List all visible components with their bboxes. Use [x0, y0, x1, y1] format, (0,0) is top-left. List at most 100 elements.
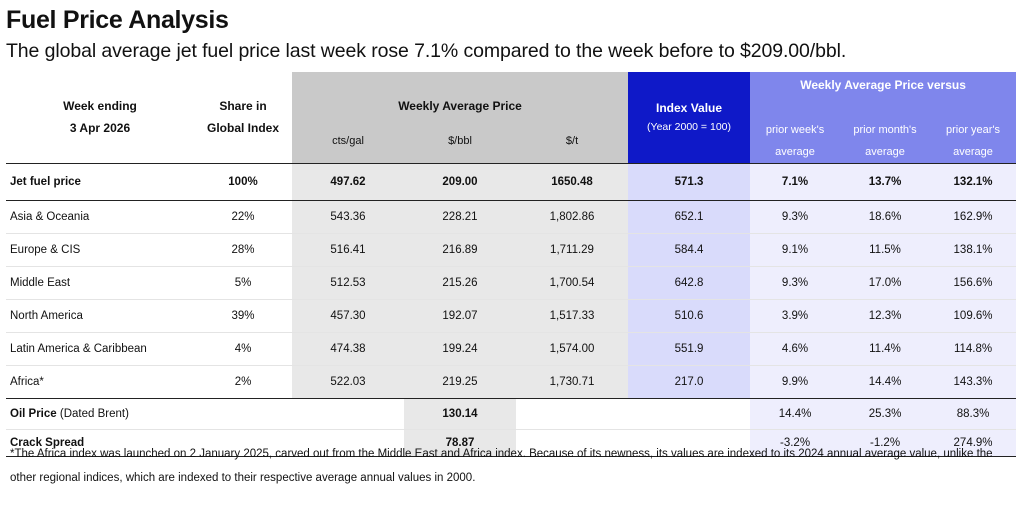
index-cell: 642.8	[628, 266, 751, 300]
t-cell: 1,802.86	[516, 200, 629, 234]
row-label: Latin America & Caribbean	[6, 332, 194, 366]
cts-gal-cell: 516.41	[292, 233, 404, 267]
prior-month-cell: 17.0%	[840, 266, 931, 300]
oil-price-row: Oil Price (Dated Brent) 130.14 14.4% 25.…	[6, 398, 1017, 430]
prior-week-header: prior week's average	[750, 119, 841, 164]
index-cell: 510.6	[628, 299, 751, 333]
row-label: Europe & CIS	[6, 233, 194, 267]
share-cell: 2%	[194, 365, 292, 399]
versus-header: Weekly Average Price versus	[750, 72, 1017, 119]
share-label-line1: Share in	[219, 99, 267, 113]
prior-week-cell: 9.1%	[750, 233, 841, 267]
row-label: Africa*	[6, 365, 194, 399]
prior-year-cell: 143.3%	[930, 365, 1017, 399]
prior-week-cell: 3.9%	[750, 299, 841, 333]
page-title: Fuel Price Analysis	[6, 6, 229, 34]
table-row: North America 39% 457.30 192.07 1,517.33…	[6, 299, 1017, 333]
header-row: Week ending Share in Weekly Average Pric…	[6, 72, 1017, 119]
prior-month-cell: 14.4%	[840, 365, 931, 399]
index-value-subheader: (Year 2000 = 100)	[628, 119, 751, 164]
prior-month-cell: 11.5%	[840, 233, 931, 267]
table-row: Middle East 5% 512.53 215.26 1,700.54 64…	[6, 266, 1017, 300]
bbl-cell: 209.00	[404, 163, 516, 201]
prior-year-header: prior year's average	[930, 119, 1017, 164]
prior-year-cell: 162.9%	[930, 200, 1017, 234]
week-ending-label: Week ending	[63, 99, 137, 113]
t-cell: 1,700.54	[516, 266, 629, 300]
index-cell: 217.0	[628, 365, 751, 399]
index-cell: 584.4	[628, 233, 751, 267]
bbl-cell: 215.26	[404, 266, 516, 300]
unit-cts-gal: cts/gal	[292, 119, 404, 164]
unit-t: $/t	[516, 119, 629, 164]
share-label-line2: Global Index	[206, 121, 279, 135]
header-row-2: 3 Apr 2026 Global Index cts/gal $/bbl $/…	[6, 119, 1017, 164]
page-subtitle: The global average jet fuel price last w…	[6, 40, 847, 62]
weekly-average-price-header: Weekly Average Price	[292, 72, 629, 119]
cts-gal-cell: 543.36	[292, 200, 404, 234]
share-cell: 100%	[194, 163, 292, 201]
cts-gal-cell: 457.30	[292, 299, 404, 333]
prior-year-cell: 156.6%	[930, 266, 1017, 300]
prior-week-cell: 7.1%	[750, 163, 841, 201]
table-row: Latin America & Caribbean 4% 474.38 199.…	[6, 332, 1017, 366]
t-cell: 1650.48	[516, 163, 629, 201]
prior-week-cell: 9.9%	[750, 365, 841, 399]
bbl-cell: 216.89	[404, 233, 516, 267]
table-row: Europe & CIS 28% 516.41 216.89 1,711.29 …	[6, 233, 1017, 267]
row-label: Crack Spread	[6, 429, 194, 457]
prior-month-cell: 25.3%	[840, 398, 931, 430]
table-row: Africa* 2% 522.03 219.25 1,730.71 217.0 …	[6, 365, 1017, 399]
prior-month-cell: 12.3%	[840, 299, 931, 333]
jet-fuel-row: Jet fuel price 100% 497.62 209.00 1650.4…	[6, 163, 1017, 201]
row-label: Middle East	[6, 266, 194, 300]
bbl-cell: 199.24	[404, 332, 516, 366]
cts-gal-cell: 497.62	[292, 163, 404, 201]
prior-week-cell: 4.6%	[750, 332, 841, 366]
row-label: Oil Price (Dated Brent)	[6, 398, 194, 430]
index-cell: 652.1	[628, 200, 751, 234]
prior-year-cell: 109.6%	[930, 299, 1017, 333]
prior-week-cell: 14.4%	[750, 398, 841, 430]
index-cell: 571.3	[628, 163, 751, 201]
prior-month-cell: 13.7%	[840, 163, 931, 201]
fuel-price-table: Week ending Share in Weekly Average Pric…	[6, 72, 1017, 457]
row-label: Asia & Oceania	[6, 200, 194, 234]
bbl-cell: 192.07	[404, 299, 516, 333]
bbl-cell: 228.21	[404, 200, 516, 234]
unit-bbl: $/bbl	[404, 119, 516, 164]
index-cell: 551.9	[628, 332, 751, 366]
index-value-header: Index Value	[628, 72, 751, 119]
bbl-cell: 78.87	[404, 429, 516, 457]
prior-week-cell: 9.3%	[750, 200, 841, 234]
t-cell: 1,574.00	[516, 332, 629, 366]
t-cell: 1,711.29	[516, 233, 629, 267]
table-row: Asia & Oceania 22% 543.36 228.21 1,802.8…	[6, 200, 1017, 234]
share-cell: 28%	[194, 233, 292, 267]
prior-month-cell: -1.2%	[840, 429, 931, 457]
t-cell: 1,730.71	[516, 365, 629, 399]
prior-month-header: prior month's average	[840, 119, 931, 164]
share-cell: 5%	[194, 266, 292, 300]
cts-gal-cell: 474.38	[292, 332, 404, 366]
crack-spread-row: Crack Spread 78.87 -3.2% -1.2% 274.9%	[6, 429, 1017, 457]
prior-week-cell: -3.2%	[750, 429, 841, 457]
bbl-cell: 130.14	[404, 398, 516, 430]
footnote: *The Africa index was launched on 2 Janu…	[10, 448, 993, 484]
prior-year-cell: 88.3%	[930, 398, 1017, 430]
t-cell: 1,517.33	[516, 299, 629, 333]
share-cell: 39%	[194, 299, 292, 333]
prior-year-cell: 132.1%	[930, 163, 1017, 201]
row-label: Jet fuel price	[6, 163, 194, 201]
prior-month-cell: 18.6%	[840, 200, 931, 234]
bbl-cell: 219.25	[404, 365, 516, 399]
cts-gal-cell: 522.03	[292, 365, 404, 399]
week-ending-date: 3 Apr 2026	[69, 121, 131, 135]
row-label: North America	[6, 299, 194, 333]
prior-year-cell: 114.8%	[930, 332, 1017, 366]
prior-year-cell: 274.9%	[930, 429, 1017, 457]
share-cell: 4%	[194, 332, 292, 366]
prior-month-cell: 11.4%	[840, 332, 931, 366]
cts-gal-cell: 512.53	[292, 266, 404, 300]
prior-year-cell: 138.1%	[930, 233, 1017, 267]
